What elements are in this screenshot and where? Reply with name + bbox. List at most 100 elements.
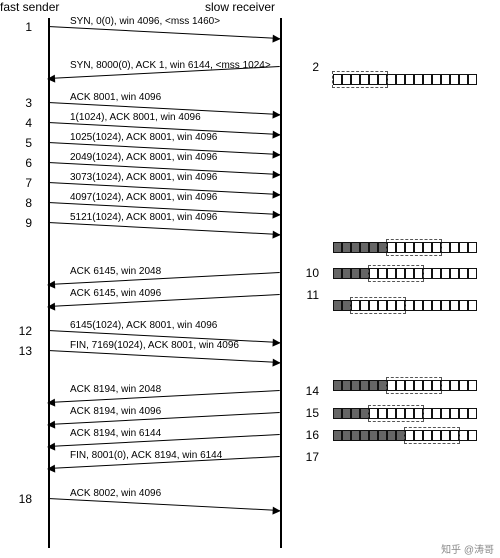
buffer-cell-empty (459, 242, 468, 253)
buffer-cell-empty (459, 380, 468, 391)
step-number: 14 (293, 384, 319, 398)
buffer-cell-empty (405, 74, 414, 85)
arrow-to-receiver (48, 222, 280, 235)
message-label: 5121(1024), ACK 8001, win 4096 (70, 212, 217, 223)
buffer-cell-filled (360, 380, 369, 391)
step-number: 13 (6, 344, 32, 358)
buffer-cell-empty (441, 74, 450, 85)
buffer-cell-empty (468, 300, 477, 311)
arrow-to-receiver (48, 350, 280, 363)
message-label: 6145(1024), ACK 8001, win 4096 (70, 320, 217, 331)
buffer-cell-filled (333, 380, 342, 391)
buffer-cell-empty (432, 408, 441, 419)
buffer-cell-empty (468, 408, 477, 419)
buffer-cell-empty (432, 74, 441, 85)
message-label: ACK 8194, win 4096 (70, 406, 161, 417)
step-number: 5 (6, 136, 32, 150)
buffer-cell-empty (450, 74, 459, 85)
buffer-cell-empty (414, 74, 423, 85)
buffer-cell-filled (369, 242, 378, 253)
buffer-cell-empty (396, 74, 405, 85)
message-label: ACK 6145, win 4096 (70, 288, 161, 299)
buffer-cell-empty (450, 268, 459, 279)
buffer-cell-filled (333, 242, 342, 253)
step-number: 10 (293, 266, 319, 280)
buffer-cell-empty (468, 242, 477, 253)
buffer-cell-empty (441, 300, 450, 311)
buffer-cell-filled (369, 380, 378, 391)
window-indicator (404, 427, 460, 444)
buffer-cell-empty (468, 74, 477, 85)
message-label: ACK 8002, win 4096 (70, 488, 161, 499)
buffer-cell-empty (387, 74, 396, 85)
buffer-cell-empty (423, 300, 432, 311)
step-number: 2 (293, 60, 319, 74)
buffer-cell-filled (378, 430, 387, 441)
buffer-cell-empty (459, 268, 468, 279)
step-number: 12 (6, 324, 32, 338)
message-label: 1025(1024), ACK 8001, win 4096 (70, 132, 217, 143)
message-label: 2049(1024), ACK 8001, win 4096 (70, 152, 217, 163)
buffer-cell-empty (459, 74, 468, 85)
window-indicator (386, 377, 442, 394)
buffer-cell-empty (432, 268, 441, 279)
buffer-cell-filled (333, 268, 342, 279)
step-number: 8 (6, 196, 32, 210)
buffer-cell-empty (441, 380, 450, 391)
step-number: 16 (293, 428, 319, 442)
message-label: 3073(1024), ACK 8001, win 4096 (70, 172, 217, 183)
buffer-cell-filled (360, 430, 369, 441)
header-sender: fast sender (0, 0, 59, 14)
window-indicator (368, 405, 424, 422)
receiver-axis (280, 18, 282, 548)
message-label: 4097(1024), ACK 8001, win 4096 (70, 192, 217, 203)
arrow-to-receiver (48, 498, 280, 511)
buffer-cell-empty (450, 380, 459, 391)
buffer-cell-empty (441, 242, 450, 253)
window-indicator (386, 239, 442, 256)
buffer-cell-empty (423, 74, 432, 85)
buffer-cell-empty (459, 430, 468, 441)
buffer-cell-empty (423, 268, 432, 279)
buffer-cell-empty (414, 300, 423, 311)
buffer-cell-filled (351, 430, 360, 441)
message-label: FIN, 8001(0), ACK 8194, win 6144 (70, 450, 222, 461)
step-number: 1 (6, 20, 32, 34)
buffer-cell-filled (360, 242, 369, 253)
buffer-cell-filled (387, 430, 396, 441)
buffer-cell-filled (351, 380, 360, 391)
message-label: ACK 6145, win 2048 (70, 266, 161, 277)
buffer-cell-empty (450, 300, 459, 311)
message-label: FIN, 7169(1024), ACK 8001, win 4096 (70, 340, 239, 351)
buffer-cell-filled (342, 430, 351, 441)
buffer-cell-empty (459, 408, 468, 419)
step-number: 4 (6, 116, 32, 130)
buffer-cell-filled (333, 408, 342, 419)
header-receiver: slow receiver (205, 0, 275, 14)
buffer-cell-empty (450, 408, 459, 419)
buffer-cell-filled (342, 380, 351, 391)
message-label: ACK 8194, win 2048 (70, 384, 161, 395)
window-indicator (368, 265, 424, 282)
message-label: ACK 8001, win 4096 (70, 92, 161, 103)
message-label: SYN, 8000(0), ACK 1, win 6144, <mss 1024… (70, 60, 271, 71)
buffer-cell-filled (333, 300, 342, 311)
buffer-cell-filled (342, 408, 351, 419)
step-number: 18 (6, 492, 32, 506)
step-number: 11 (293, 288, 319, 302)
buffer-cell-filled (351, 408, 360, 419)
message-label: 1(1024), ACK 8001, win 4096 (70, 112, 201, 123)
arrow-to-receiver (48, 26, 280, 39)
credit-text: 知乎 @涛哥 (441, 541, 494, 556)
buffer-cell-filled (351, 242, 360, 253)
buffer-cell-filled (369, 430, 378, 441)
message-label: ACK 8194, win 6144 (70, 428, 161, 439)
buffer-cell-empty (441, 408, 450, 419)
buffer-cell-empty (468, 268, 477, 279)
buffer-cell-empty (468, 430, 477, 441)
window-indicator (332, 71, 388, 88)
buffer-cell-filled (351, 268, 360, 279)
message-label: SYN, 0(0), win 4096, <mss 1460> (70, 16, 220, 27)
buffer-cell-empty (405, 300, 414, 311)
step-number: 6 (6, 156, 32, 170)
